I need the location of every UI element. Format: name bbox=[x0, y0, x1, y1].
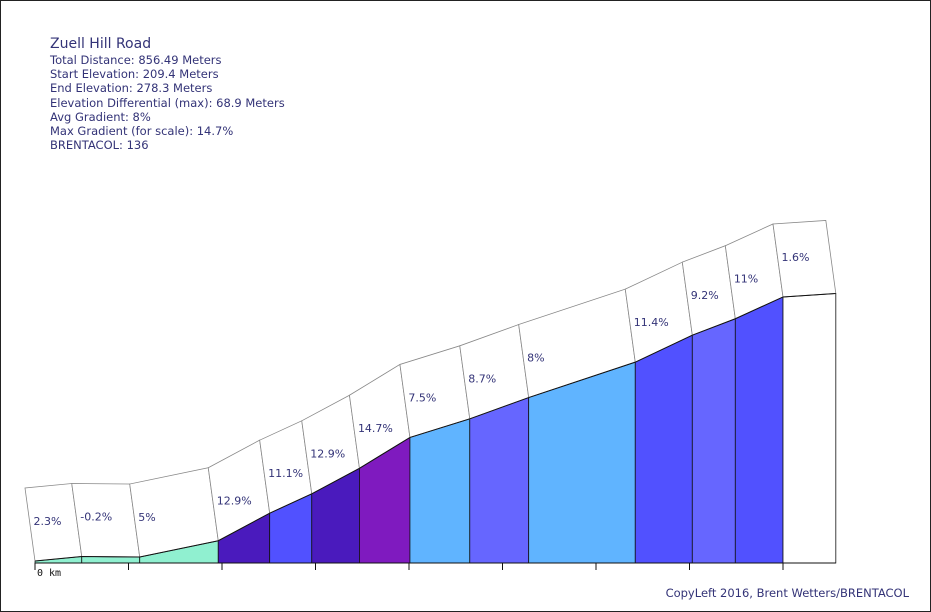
gradient-segment-fill bbox=[734, 296, 784, 564]
gradient-segment-fill bbox=[691, 318, 736, 564]
segment-gradient-label: 11% bbox=[734, 273, 758, 286]
elevation-differential-text: Elevation Differential (max): 68.9 Meter… bbox=[50, 95, 285, 110]
segment-gradient-label: 8% bbox=[527, 351, 544, 364]
gradient-segment-fill bbox=[81, 556, 141, 564]
copyleft-credit: CopyLeft 2016, Brent Wetters/BRENTACOL bbox=[665, 586, 909, 600]
max-gradient-text: Max Gradient (for scale): 14.7% bbox=[50, 124, 234, 139]
segment-gradient-label: 7.5% bbox=[408, 391, 436, 404]
segment-gradient-label: 11.4% bbox=[634, 316, 669, 329]
segment-gradient-label: 11.1% bbox=[268, 467, 303, 480]
elevation-profile-line bbox=[34, 292, 836, 562]
segment-gradient-label: 9.2% bbox=[691, 289, 719, 302]
gradient-segment-fill bbox=[634, 334, 693, 564]
brentacol-score-text: BRENTACOL: 136 bbox=[50, 138, 149, 153]
segment-gradient-label: 8.7% bbox=[468, 373, 496, 386]
route-info-block: Zuell Hill Road Total Distance: 856.49 M… bbox=[50, 36, 285, 152]
segment-gradient-label: 14.7% bbox=[358, 422, 393, 435]
segment-gradient-label: 5% bbox=[138, 511, 155, 524]
segment-gradient-label: 12.9% bbox=[217, 495, 252, 508]
avg-gradient-text: Avg Gradient: 8% bbox=[50, 109, 151, 124]
segment-gradient-label: 12.9% bbox=[310, 448, 345, 461]
segment-gradient-label: 2.3% bbox=[34, 515, 62, 528]
x-axis-tick-label: 0 km bbox=[37, 568, 61, 579]
start-elevation-text: Start Elevation: 209.4 Meters bbox=[50, 67, 219, 82]
gradient-segment-fill bbox=[782, 293, 837, 564]
segment-gradient-label: 1.6% bbox=[782, 251, 810, 264]
end-elevation-text: End Elevation: 278.3 Meters bbox=[50, 81, 213, 96]
total-distance-text: Total Distance: 856.49 Meters bbox=[50, 53, 222, 67]
gradient-segment-fill bbox=[409, 418, 471, 564]
segment-gradient-label: -0.2% bbox=[80, 510, 112, 523]
gradient-segment-fill bbox=[469, 396, 530, 564]
route-title: Zuell Hill Road bbox=[50, 36, 152, 52]
